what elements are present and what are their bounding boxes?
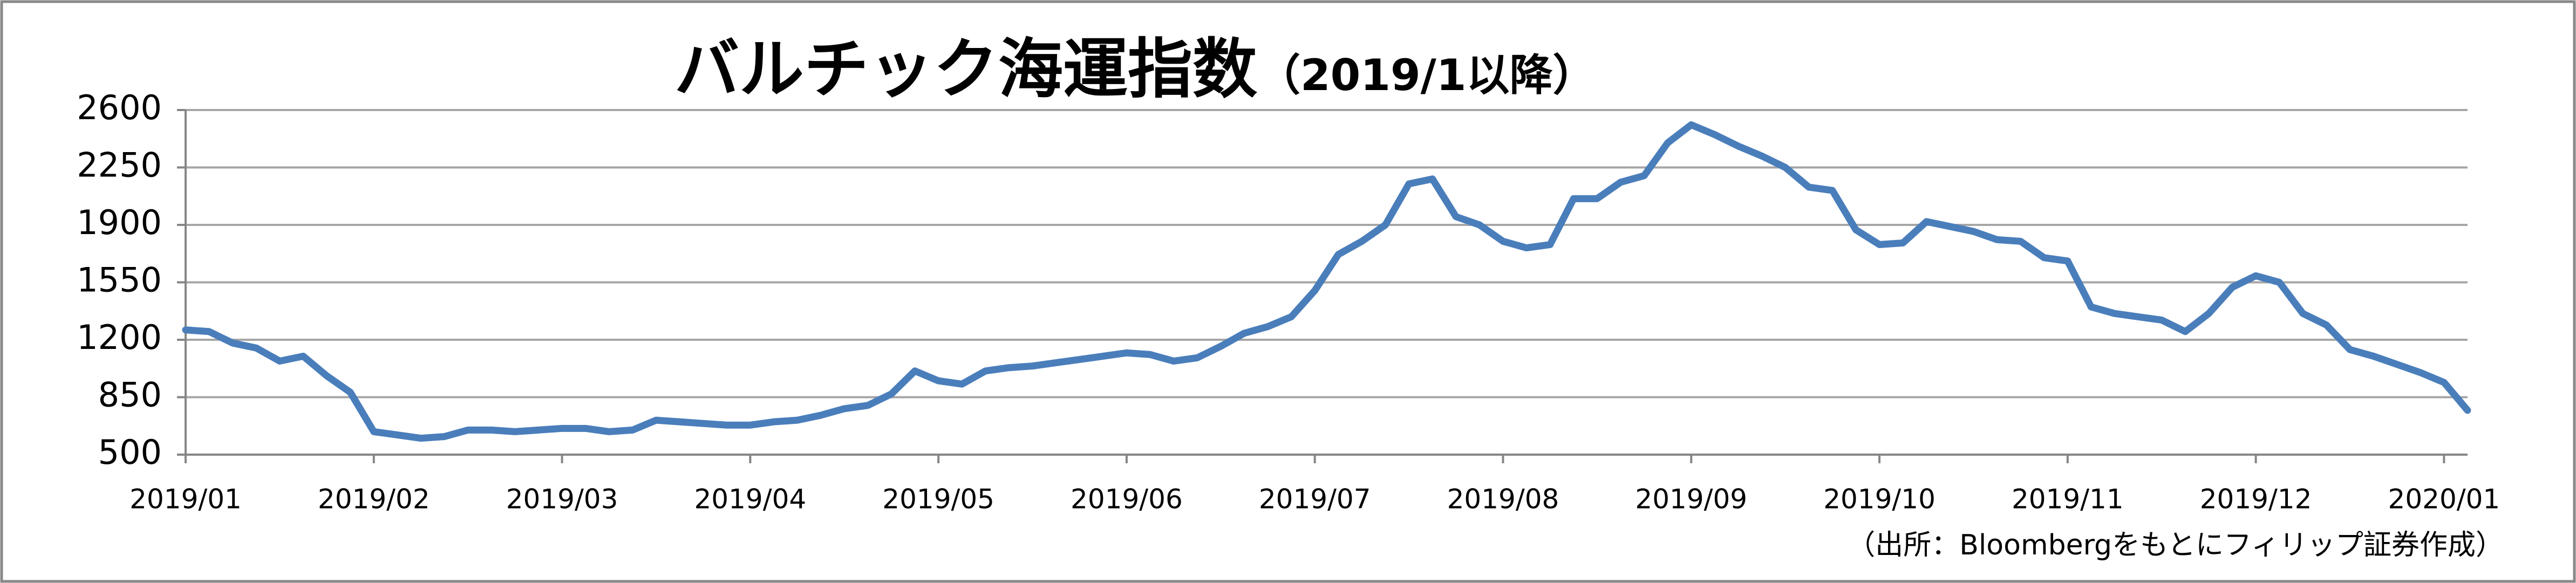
- x-tick-label: 2019/02: [318, 484, 430, 515]
- x-tick-label: 2019/08: [1447, 484, 1559, 515]
- x-tick-label: 2019/03: [506, 484, 618, 515]
- x-tick-label: 2019/04: [694, 484, 806, 515]
- y-tick-label: 500: [98, 433, 162, 472]
- y-tick-label: 850: [98, 375, 162, 415]
- x-tick-label: 2019/09: [1635, 484, 1747, 515]
- y-tick-label: 1200: [77, 318, 162, 357]
- y-tick-label: 1550: [77, 260, 162, 300]
- x-tick-label: 2019/05: [882, 484, 994, 515]
- chart-subtitle: （2019/1以降）: [1257, 50, 1596, 100]
- data-line: [182, 121, 2471, 442]
- x-tick-label: 2019/10: [1823, 484, 1936, 515]
- x-tick-label: 2019/11: [2012, 484, 2124, 515]
- x-tick-label: 2019/12: [2200, 484, 2312, 515]
- x-tick-label: 2019/01: [130, 484, 242, 515]
- y-tick-label: 2600: [77, 88, 162, 127]
- y-tick-label: 1900: [77, 203, 162, 242]
- chart-title: バルチック海運指数: [674, 32, 1257, 107]
- x-tick-label: 2019/07: [1259, 484, 1371, 515]
- y-tick-label: 2250: [77, 146, 162, 185]
- x-tick-label: 2019/06: [1071, 484, 1183, 515]
- source-note: （出所：Bloombergをもとにフィリップ証券作成）: [1847, 529, 2504, 561]
- x-tick-label: 2020/01: [2388, 484, 2500, 515]
